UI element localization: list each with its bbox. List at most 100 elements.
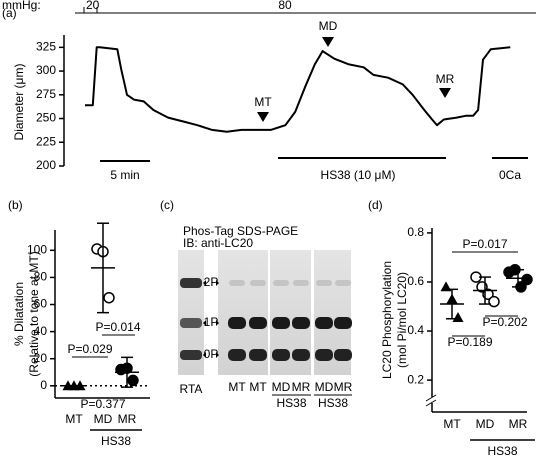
diameter-trace [85,46,511,133]
band [229,280,245,286]
band-arrow [203,320,206,326]
y-axis-sublabel: (mol Pi/mol LC20) [395,272,409,368]
blot-title: IB: anti-LC20 [183,236,253,250]
lane-label: MR [334,380,353,394]
band-arrow [203,280,206,286]
band-label: 2P [204,275,219,289]
y-tick-label: 300 [36,63,56,77]
x-tick-label: MD [94,412,113,426]
lane-label: MD [272,380,291,394]
marker-band [180,278,202,288]
x-tick-label: MT [443,417,461,431]
y-axis-sublabel: (Relative to tone at MT) [27,251,41,376]
band [316,280,332,286]
y-tick-label: 20 [34,351,48,365]
y-tick-label: 250 [36,111,56,125]
axis-break [425,399,437,407]
panel-label: (c) [160,198,174,212]
panel-label: (d) [368,198,383,212]
x-tick-label: MR [118,412,137,426]
band-arrow [216,280,219,286]
band-label: 0P [204,347,219,361]
y-tick-label: 0.8 [407,225,424,239]
p-value: P=0.189 [447,335,492,349]
y-tick-label: 0.6 [407,274,424,288]
x-tick-label: MR [509,417,528,431]
event-label: MD [319,19,338,33]
marker-band [180,350,202,360]
group-label: HS38 [101,434,131,448]
x-tick-label: MD [476,417,495,431]
band [250,280,266,286]
group-label: HS38 [487,444,517,458]
y-tick-label: 0.4 [407,323,424,337]
y-tick-label: 0.2 [407,372,424,386]
p-value: P=0.202 [482,315,527,329]
x-tick-label: MT [65,412,83,426]
y-tick-label: 275 [36,87,56,101]
band [292,349,310,361]
y-tick-label: 225 [36,134,56,148]
band [315,349,333,361]
band [249,349,267,361]
axis-break [425,394,437,402]
y-axis-label: LC20 Phosphorylation [380,261,394,379]
washout-label: 0Ca [499,168,521,182]
band-arrow [216,320,219,326]
p-value: P=0.377 [80,397,125,411]
p-value: P=0.017 [462,237,507,251]
data-point [127,374,139,387]
event-label: MT [254,95,272,109]
band [249,317,267,329]
band [272,317,290,329]
treatment-label: HS38 (10 μM) [321,168,396,182]
lane-label: MT [249,380,267,394]
band [334,317,352,329]
band-label: 1P [204,315,219,329]
axis-break-gap [426,397,438,403]
event-arrow [439,88,451,98]
event-arrow [257,112,269,122]
band [228,317,246,329]
y-tick-label: 60 [34,297,48,311]
y-axis-label: % Dilatation [12,282,26,346]
event-label: MR [436,72,455,86]
blot-title: Phos-Tag SDS-PAGE [183,224,298,238]
event-arrow [322,37,334,47]
marker-band [180,318,202,328]
pressure-level: 80 [278,0,292,12]
lane-label: MT [228,380,246,394]
y-tick-label: 325 [36,40,56,54]
band-arrow [216,352,219,358]
y-tick-label: 100 [27,242,47,256]
y-tick-label: 200 [36,158,56,172]
p-value: P=0.014 [95,320,140,334]
band [292,317,310,329]
scale-bar-label: 5 min [110,168,139,182]
band [272,349,290,361]
pressure-level: 20 [86,0,100,12]
data-point [103,291,115,304]
band [334,349,352,361]
lane-label: MR [292,380,311,394]
y-tick-label: 80 [34,270,48,284]
data-point [521,273,533,286]
y-tick-label: 0 [40,378,47,392]
data-point [452,312,464,322]
band [228,349,246,361]
band [315,317,333,329]
band-arrow [203,352,206,358]
group-label: HS38 [276,396,306,410]
lane-label: MD [315,380,334,394]
band [335,280,351,286]
marker-lane-label: RTA [180,382,203,396]
y-axis-label: Diameter (μm) [12,64,26,141]
panel-label: (b) [8,198,23,212]
band [273,280,289,286]
data-point [488,295,500,308]
p-value: P=0.029 [67,342,112,356]
band [293,280,309,286]
panel-label: (a) [2,6,17,20]
group-label: HS38 [318,396,348,410]
